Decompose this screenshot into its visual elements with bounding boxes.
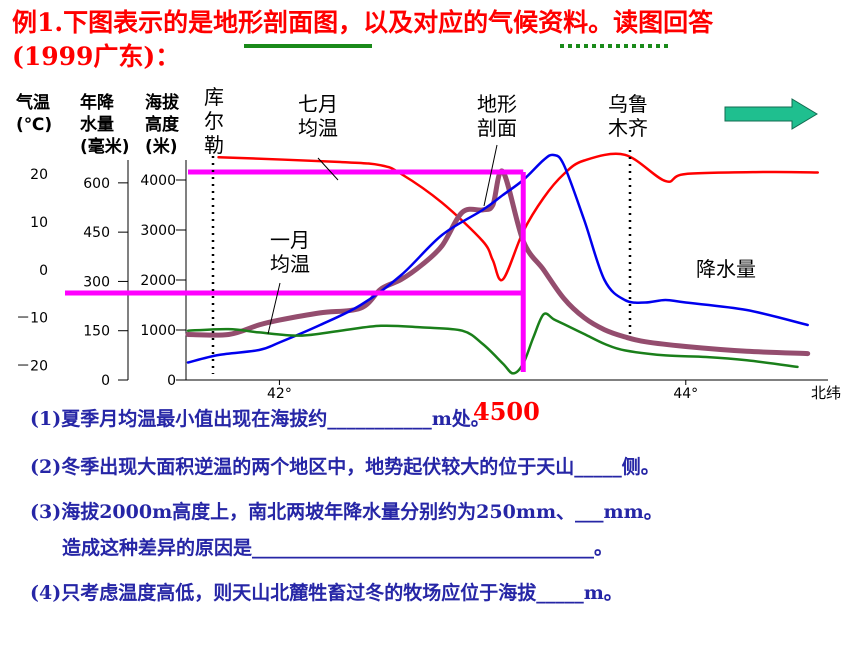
question-3: (3)海拔2000m高度上，南北两坡年降水量分别约为250mm、___mm。 <box>30 501 663 523</box>
title-line-1: 例1.下图表示的是地形剖面图，以及对应的气候资料。读图回答 <box>12 8 714 37</box>
temperature-tick-label: －10 <box>16 311 48 327</box>
korla-label: 尔 <box>204 109 224 133</box>
terrain-leader-line <box>483 144 498 207</box>
precipitation-axis-label: 水量 <box>80 114 114 135</box>
precipitation-tick-label: 0 <box>101 373 110 389</box>
korla-label: 库 <box>204 85 224 109</box>
question-4: (4)只考虑温度高低，则天山北麓牲畜过冬的牧场应位于海拔_____m。 <box>30 582 623 604</box>
january-leader-line <box>267 282 281 335</box>
july-temp-label: 均温 <box>298 116 338 140</box>
elevation-tick-label: 1000 <box>140 323 176 339</box>
january-temp-label: 均温 <box>270 252 310 276</box>
slide-title: 例1.下图表示的是地形剖面图，以及对应的气候资料。读图回答 (1999广东)： <box>12 6 852 74</box>
x-axis-label: 北纬 <box>811 384 841 402</box>
urumqi-label: 乌鲁 <box>608 92 648 116</box>
question-2: (2)冬季出现大面积逆温的两个地区中，地势起伏较大的位于天山_____侧。 <box>30 456 660 478</box>
korla-label: 勒 <box>204 133 224 157</box>
temperature-tick-label: 20 <box>30 167 48 183</box>
elevation-axis-label: 高度 <box>145 114 180 135</box>
january-temp-label: 一月 <box>270 228 310 252</box>
precipitation-axis-label: (毫米) <box>80 136 130 157</box>
precipitation-tick-label: 600 <box>83 176 110 192</box>
question-1: (1)夏季月均温最小值出现在海拔约___________m处。 <box>30 408 490 430</box>
temperature-tick-label: －20 <box>16 359 48 375</box>
elevation-axis-label: (米) <box>145 136 178 157</box>
january-series-line <box>185 168 811 357</box>
july-leader-line <box>317 157 339 181</box>
precipitation-tick-label: 150 <box>83 324 110 340</box>
july-temp-label: 七月 <box>298 92 338 116</box>
axes-layer: 气温(℃) 20 10 0 －10 －20 年降水量(毫米) 600 450 300 150 0 海拔高… <box>15 92 841 402</box>
precipitation-tick-label: 300 <box>83 274 110 290</box>
precipitation-label: 降水量 <box>696 257 756 281</box>
x-tick-label: 44° <box>673 386 698 402</box>
elevation-tick-label: 3000 <box>140 223 176 239</box>
title-line-2: (1999广东)： <box>12 42 181 71</box>
north-arrow-icon <box>724 98 818 130</box>
elevation-tick-label: 2000 <box>140 273 176 289</box>
x-tick-label: 42° <box>267 386 292 402</box>
urumqi-label: 木齐 <box>608 116 648 140</box>
elevation-tick-label: 0 <box>167 373 176 389</box>
terrain-label: 地形 <box>477 92 517 116</box>
plot-layer <box>65 152 820 375</box>
temperature-axis-label: (℃) <box>16 115 52 135</box>
terrain-label: 剖面 <box>477 116 517 140</box>
question-3-reason: 造成这种差异的原因是______________________________… <box>62 537 614 559</box>
temperature-tick-label: 0 <box>39 263 48 279</box>
temperature-axis-label: 气温 <box>15 92 50 113</box>
precipitation-tick-label: 450 <box>83 225 110 241</box>
elevation-tick-label: 4000 <box>140 173 176 189</box>
precipitation-axis-label: 年降 <box>80 92 115 113</box>
answer-text: 4500 <box>473 397 540 426</box>
elevation-axis-label: 海拔 <box>145 92 180 113</box>
temperature-tick-label: 10 <box>30 215 48 231</box>
